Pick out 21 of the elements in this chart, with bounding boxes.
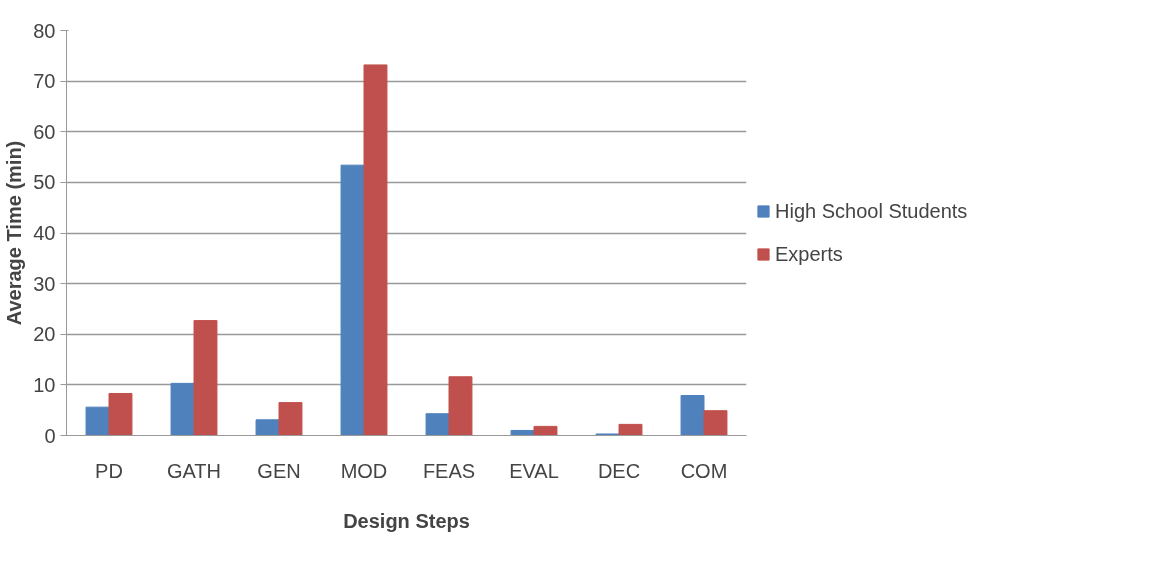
legend-label: Experts: [775, 242, 843, 266]
x-tick-label: EVAL: [509, 459, 559, 482]
y-tick-label: 50: [33, 171, 56, 194]
y-tick-label: 60: [33, 120, 56, 143]
x-tick-label: GEN: [257, 459, 301, 482]
x-axis-title: Design Steps: [343, 509, 470, 532]
x-tick-label: GATH: [166, 459, 222, 482]
y-tick-label: 30: [33, 272, 56, 295]
y-tick-label: 10: [33, 373, 56, 396]
y-tick-label: 20: [33, 323, 56, 346]
y-tick-label: 40: [33, 222, 56, 244]
y-tick-label: 70: [33, 70, 56, 93]
x-tick-label: DEC: [597, 459, 641, 482]
y-axis-title: Average Time (min): [3, 140, 26, 326]
legend-label: High School Students: [775, 199, 968, 223]
x-tick-label: PD: [95, 459, 123, 482]
x-tick-label: FEAS: [422, 459, 476, 482]
y-tick-label: 80: [33, 19, 56, 42]
x-tick-label: COM: [680, 459, 728, 482]
x-tick-label: MOD: [340, 459, 388, 482]
y-tick-label: 0: [44, 424, 56, 447]
